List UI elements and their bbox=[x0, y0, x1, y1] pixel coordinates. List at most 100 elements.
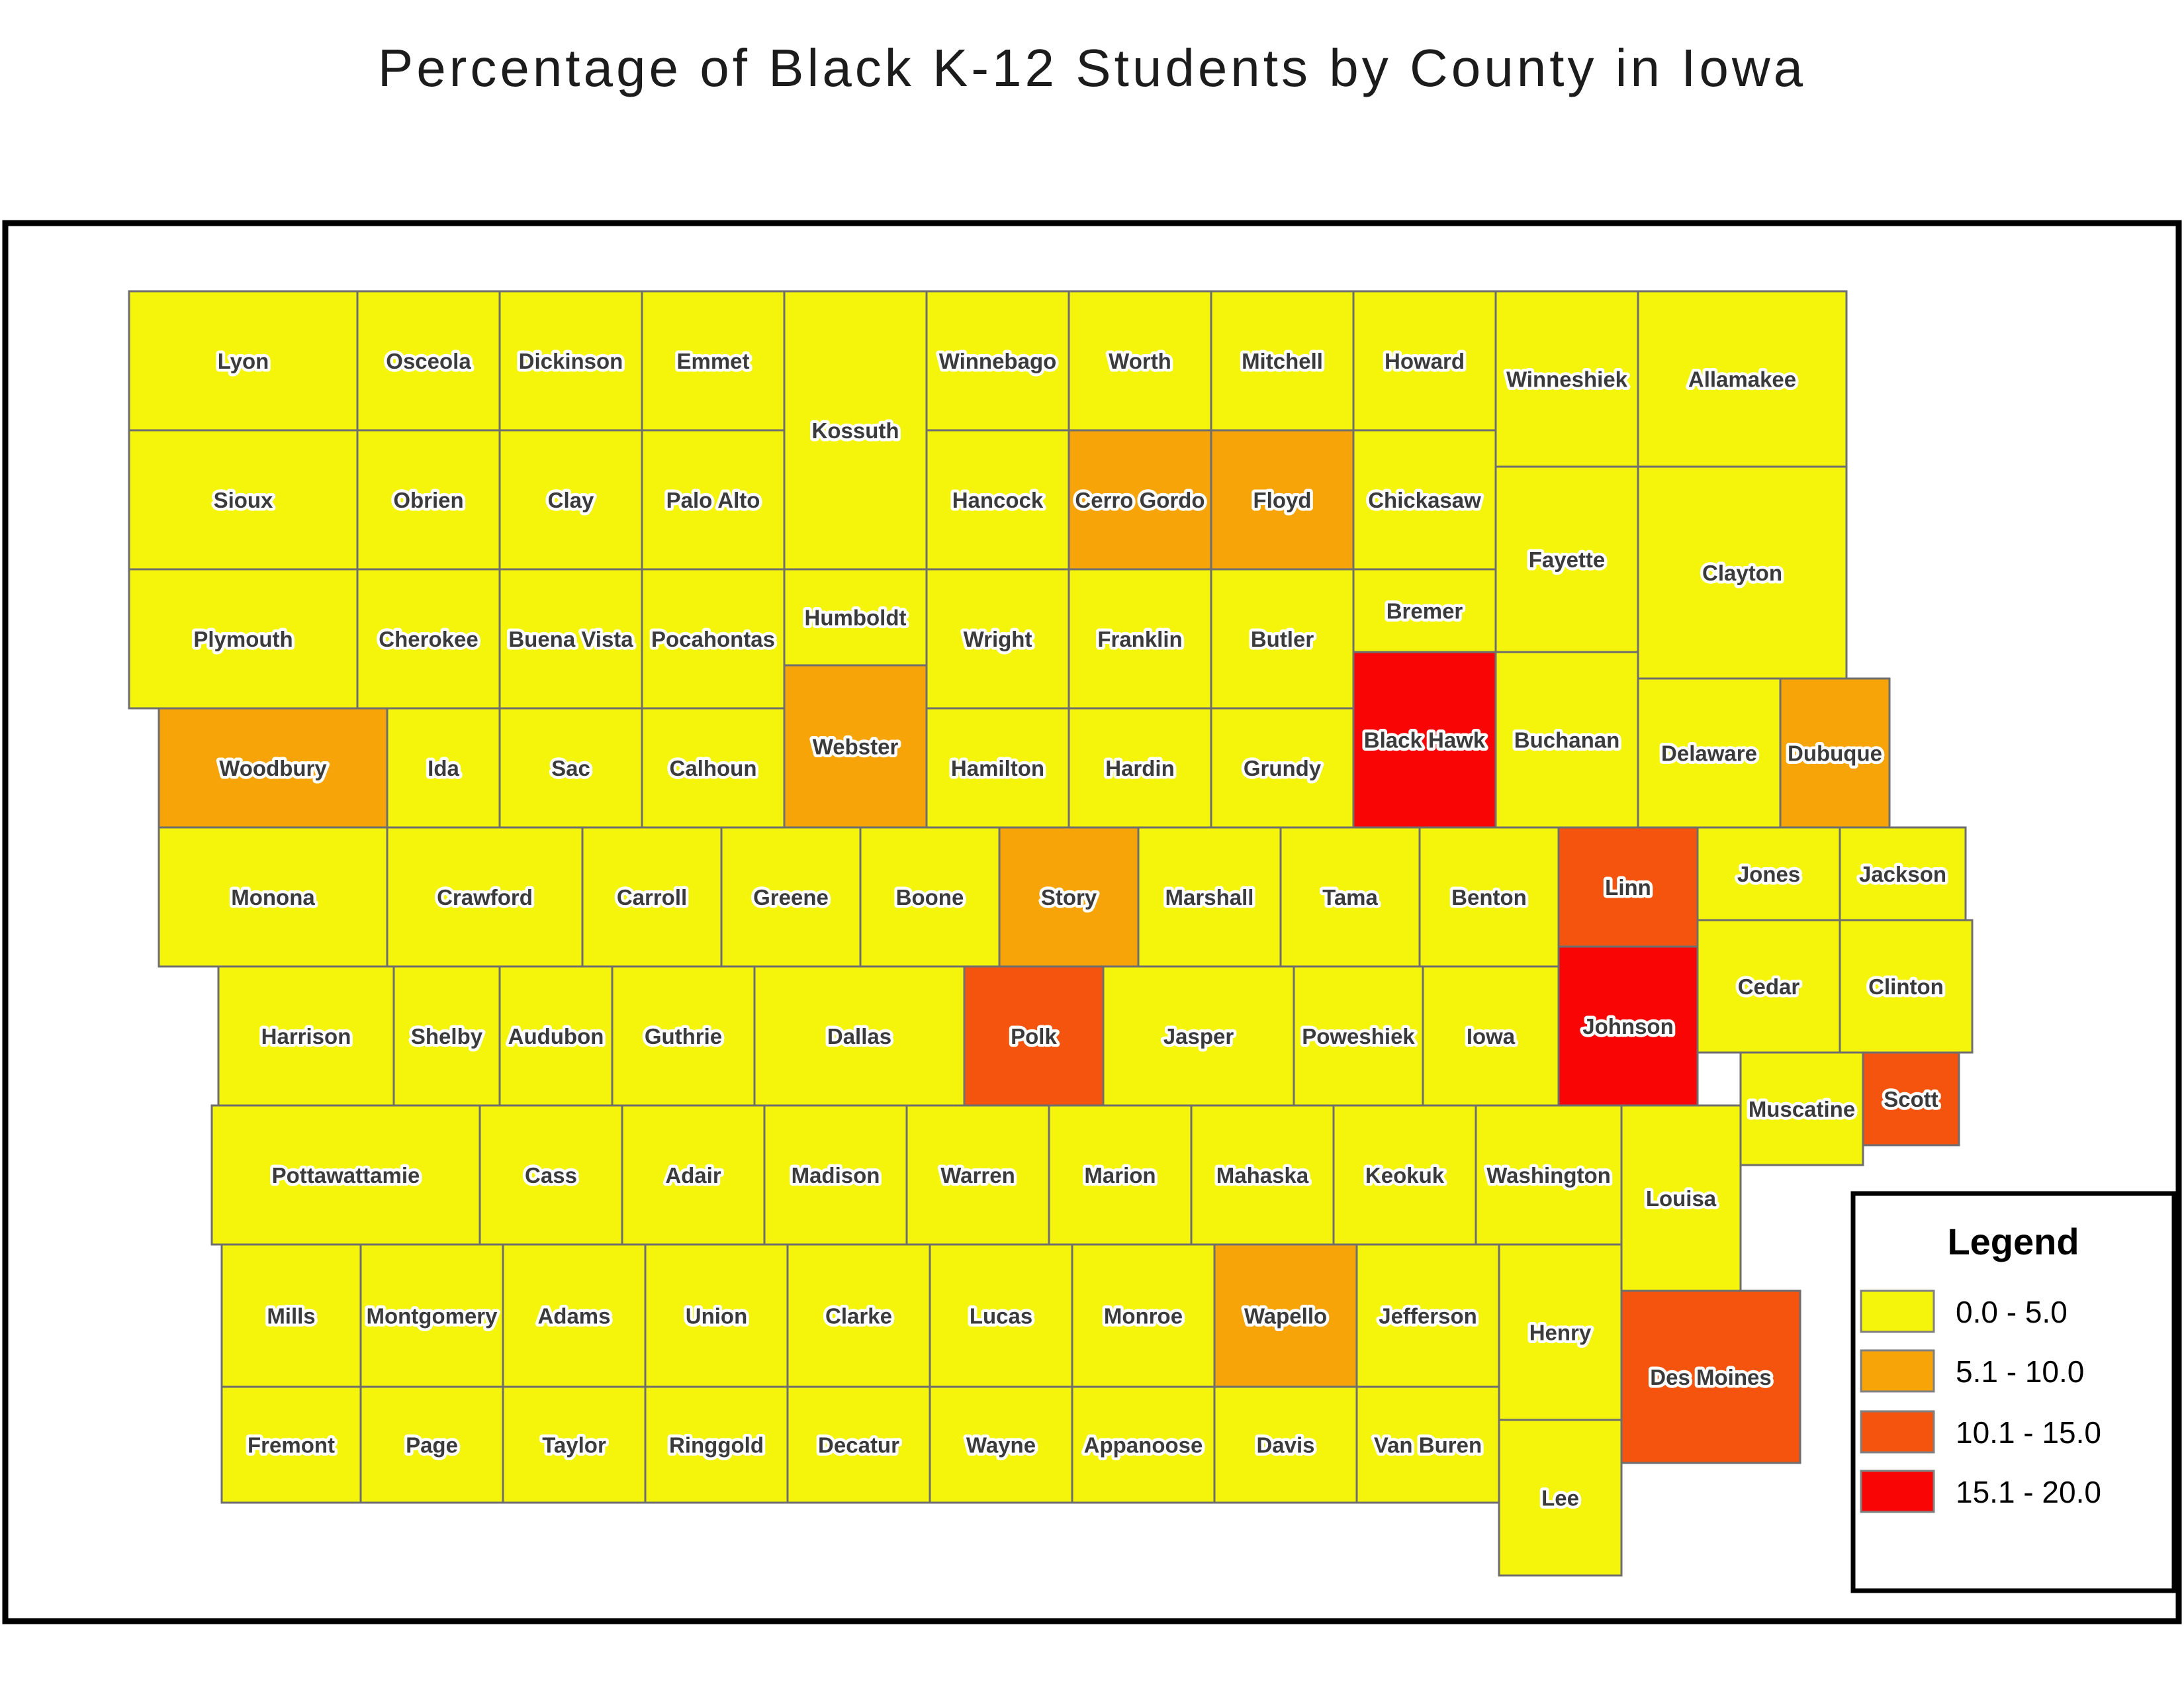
county-shape bbox=[210, 1104, 481, 1246]
county-shape bbox=[1637, 677, 1782, 829]
county-shape bbox=[1498, 1419, 1623, 1577]
county-shape bbox=[1068, 429, 1212, 571]
legend-label-3: 15.1 - 20.0 bbox=[1956, 1475, 2101, 1509]
county-label: Linn bbox=[1605, 875, 1651, 900]
county-marshall: Marshall bbox=[1137, 826, 1282, 968]
county-clayton: Clayton bbox=[1637, 465, 1848, 680]
legend-swatch-3 bbox=[1860, 1470, 1935, 1513]
county-shape bbox=[1213, 1385, 1358, 1504]
county-label: Fremont bbox=[248, 1433, 335, 1458]
county-muscatine: Muscatine bbox=[1739, 1051, 1864, 1166]
county-label: Clarke bbox=[825, 1304, 892, 1329]
county-label: Winneshiek bbox=[1506, 367, 1628, 392]
county-label: Scott bbox=[1884, 1087, 1938, 1111]
county-bremer: Bremer bbox=[1352, 568, 1497, 653]
county-label: Wayne bbox=[966, 1433, 1036, 1458]
county-shape bbox=[783, 290, 928, 571]
county-shape bbox=[611, 965, 756, 1107]
county-jefferson: Jefferson bbox=[1355, 1243, 1500, 1388]
county-webster: Webster bbox=[783, 664, 928, 829]
county-label: Black Hawk bbox=[1364, 728, 1486, 753]
county-label: Howard bbox=[1385, 349, 1465, 373]
county-shape bbox=[1862, 1051, 1960, 1147]
county-adams: Adams bbox=[502, 1243, 647, 1388]
county-label: Pocahontas bbox=[651, 627, 775, 651]
county-clay: Clay bbox=[498, 429, 643, 571]
county-label: Clay bbox=[548, 488, 594, 512]
county-label: Dallas bbox=[827, 1024, 891, 1049]
county-hancock: Hancock bbox=[925, 429, 1070, 571]
county-guthrie: Guthrie bbox=[611, 965, 756, 1107]
county-label: Cedar bbox=[1738, 974, 1800, 999]
county-shape bbox=[1355, 1243, 1500, 1388]
county-keokuk: Keokuk bbox=[1332, 1104, 1477, 1246]
county-shape bbox=[1355, 1385, 1500, 1504]
county-shape bbox=[621, 1104, 766, 1246]
county-label: Taylor bbox=[542, 1433, 606, 1458]
county-obrien: Obrien bbox=[356, 429, 501, 571]
county-label: Madison bbox=[792, 1163, 880, 1188]
county-label: Jefferson bbox=[1379, 1304, 1477, 1329]
county-jackson: Jackson bbox=[1839, 826, 1967, 921]
county-label: Lucas bbox=[970, 1304, 1032, 1329]
county-label: Story bbox=[1041, 885, 1097, 910]
county-davis: Davis bbox=[1213, 1385, 1358, 1504]
county-mills: Mills bbox=[220, 1243, 362, 1388]
county-label: Keokuk bbox=[1365, 1163, 1445, 1188]
county-label: Harrison bbox=[261, 1024, 351, 1049]
county-label: Louisa bbox=[1646, 1186, 1717, 1211]
legend-title: Legend bbox=[1947, 1221, 2079, 1262]
county-shape bbox=[786, 1243, 931, 1388]
county-label: Franklin bbox=[1097, 627, 1182, 651]
county-shape bbox=[1048, 1104, 1193, 1246]
county-shape bbox=[929, 1243, 1073, 1388]
county-dubuque: Dubuque bbox=[1779, 677, 1891, 829]
county-buena-vista: Buena Vista bbox=[498, 568, 643, 710]
county-wapello: Wapello bbox=[1213, 1243, 1358, 1388]
county-butler: Butler bbox=[1210, 568, 1355, 710]
county-label: Polk bbox=[1011, 1024, 1057, 1049]
county-marion: Marion bbox=[1048, 1104, 1193, 1246]
county-shape bbox=[1637, 290, 1848, 468]
county-shape bbox=[498, 568, 643, 710]
county-sioux: Sioux bbox=[128, 429, 359, 571]
county-shape bbox=[1637, 465, 1848, 680]
county-shape bbox=[783, 664, 928, 829]
county-shape bbox=[220, 1385, 362, 1504]
county-des-moines: Des Moines bbox=[1620, 1289, 1801, 1464]
county-decatur: Decatur bbox=[786, 1385, 931, 1504]
county-label: Page bbox=[406, 1433, 458, 1458]
county-shape bbox=[1557, 826, 1699, 948]
county-shape bbox=[581, 826, 723, 968]
county-black-hawk: Black Hawk bbox=[1352, 651, 1497, 829]
county-label: Shelby bbox=[411, 1024, 483, 1049]
county-label: Lyon bbox=[218, 349, 269, 373]
county-dallas: Dallas bbox=[753, 965, 966, 1107]
county-palo-alto: Palo Alto bbox=[641, 429, 786, 571]
county-shape bbox=[1137, 826, 1282, 968]
county-shape bbox=[644, 1385, 789, 1504]
county-shape bbox=[1279, 826, 1421, 968]
county-shape bbox=[1190, 1104, 1335, 1246]
county-label: Cerro Gordo bbox=[1075, 488, 1205, 512]
county-cerro-gordo: Cerro Gordo bbox=[1068, 429, 1212, 571]
county-kossuth: Kossuth bbox=[783, 290, 928, 571]
county-osceola: Osceola bbox=[356, 290, 501, 432]
county-label: Carroll bbox=[617, 885, 687, 910]
county-shape bbox=[1068, 707, 1212, 829]
county-shape bbox=[356, 290, 501, 432]
county-clarke: Clarke bbox=[786, 1243, 931, 1388]
county-label: Webster bbox=[813, 735, 899, 759]
county-warren: Warren bbox=[905, 1104, 1050, 1246]
county-shape bbox=[217, 965, 395, 1107]
county-label: Van Buren bbox=[1374, 1433, 1482, 1458]
county-crawford: Crawford bbox=[386, 826, 584, 968]
county-pottawattamie: Pottawattamie bbox=[210, 1104, 481, 1246]
county-floyd: Floyd bbox=[1210, 429, 1355, 571]
county-shape bbox=[925, 707, 1070, 829]
legend-label-2: 10.1 - 15.0 bbox=[1956, 1415, 2101, 1450]
county-shape bbox=[929, 1385, 1073, 1504]
county-shape bbox=[1620, 1289, 1801, 1464]
county-label: Palo Alto bbox=[666, 488, 760, 512]
county-shape bbox=[1332, 1104, 1477, 1246]
